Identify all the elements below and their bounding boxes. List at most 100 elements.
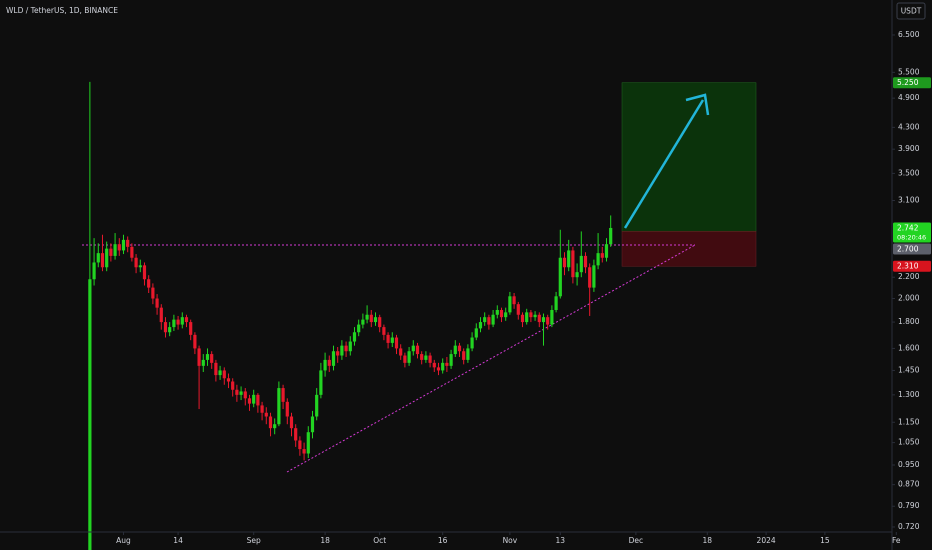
candle-body [420,354,424,360]
candle-body [189,322,193,335]
candle-body [546,317,550,325]
y-tick-label: 1.800 [898,317,920,326]
candle-body [117,244,121,251]
candle-body [281,388,285,402]
candle-body [142,265,147,280]
candle-body [567,250,571,268]
x-tick-label: 18 [703,536,713,545]
y-tick-label: 2.200 [898,272,920,281]
candle-body [151,287,155,299]
candle-body [554,296,558,310]
price-axis [892,0,932,550]
x-tick-label: Oct [373,536,386,545]
candle-body [159,307,163,323]
trend-line [286,244,696,473]
candle-body [541,317,546,323]
price-badge [893,260,931,272]
candle-body [466,348,470,360]
candle-body [239,391,243,395]
candle-body [483,317,487,323]
candles [88,81,613,550]
candle-body [327,359,331,366]
price-countdown: 08:20:46 [897,233,926,241]
candle-body [592,265,596,288]
candle-body [331,351,336,366]
candle-body [130,246,134,258]
currency-label[interactable]: USDT [901,7,922,16]
candle-body [508,296,512,313]
y-tick-label: 1.300 [898,390,920,399]
price-badge-label: 5.250 [897,78,919,87]
y-tick-label: 4.900 [898,93,920,102]
y-tick-label: 1.050 [898,438,920,447]
candle-body [340,345,344,356]
y-tick-label: 4.300 [898,122,920,131]
candle-body [214,362,218,376]
candle-body [294,428,298,441]
y-tick-label: 6.500 [898,30,920,39]
candle-body [92,262,96,280]
candle-body [588,267,592,288]
candle-body [436,367,441,371]
candle-body [369,314,373,323]
candle-body [285,401,289,417]
candle-body [516,304,520,315]
y-axis: 0.720 0.790 0.870 0.950 1.050 1.150 1.300 1.450… [892,30,920,531]
candle-body [394,337,399,349]
candle-body [399,348,403,356]
y-tick-label: 2.000 [898,294,920,303]
candle-body [155,298,159,308]
candle-body [533,314,537,318]
candle-body [504,312,508,318]
candle-body [205,354,210,360]
candle-body [260,405,264,413]
currency-button[interactable] [896,2,926,20]
price-badge-label: 2.310 [897,262,919,271]
candle-body [147,279,151,288]
candle-body [88,279,92,550]
candle-body [520,314,525,323]
candle-body [604,244,609,258]
y-tick-label: 1.450 [898,365,920,374]
price-badge-label: 2.742 [897,223,919,232]
y-tick-label: 0.950 [898,460,920,469]
price-badge-label: 2.700 [897,244,919,253]
candle-body [100,253,105,268]
candle-body [365,314,369,320]
candle-body [382,327,386,335]
candle-body [268,416,273,429]
candle-body [386,334,390,343]
y-tick-label: 3.100 [898,196,920,205]
candle-body [176,319,180,325]
candle-body [201,359,205,366]
candle-body [247,398,252,404]
candle-body [323,359,327,371]
candle-body [495,309,499,315]
x-tick-label: Sep [247,536,261,545]
candle-body [138,265,142,268]
candle-body [449,354,453,366]
candle-body [336,351,340,356]
candle-body [235,389,239,395]
x-tick-label: Fe [892,536,901,545]
chart-title: WLD / TetherUS, 1D, BINANCE [6,6,118,15]
candle-body [306,432,310,454]
candle-body [210,354,214,363]
candle-body [390,337,394,343]
candle-body [302,449,306,454]
candle-body [609,227,613,245]
price-badge [893,222,931,243]
x-tick-label: Nov [503,536,518,545]
candle-body [562,257,567,268]
candle-body [558,257,562,297]
candle-body [273,424,277,429]
candle-body [529,312,533,318]
candle-body [105,248,109,268]
candle-body [197,348,201,366]
candle-body [134,257,138,268]
candle-body [357,324,361,333]
y-tick-label: 3.500 [898,168,920,177]
candle-body [596,253,600,266]
